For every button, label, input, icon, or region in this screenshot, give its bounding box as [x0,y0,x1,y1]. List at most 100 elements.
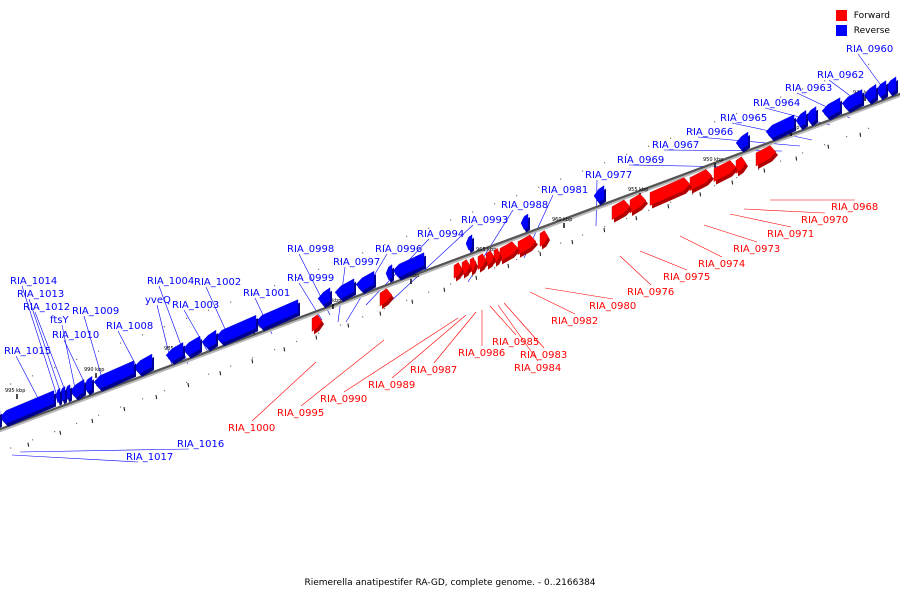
reverse-gene-label[interactable]: RIA_1010 [52,330,99,341]
gene-ria-1004[interactable] [182,335,201,356]
forward-gene-label[interactable]: RIA_0995 [277,408,324,419]
gene-ria-0964[interactable] [841,89,863,111]
gene-ria-0965[interactable] [821,97,841,118]
gene-ria-0967[interactable] [795,110,807,128]
forward-gene-label[interactable]: RIA_0990 [320,394,367,405]
forward-gene-label[interactable]: RIA_1000 [228,423,275,434]
outer-guide-dot [252,293,254,295]
reverse-gene-label[interactable]: RIA_0969 [617,155,664,166]
reverse-gene-label[interactable]: RIA_0967 [652,140,699,151]
forward-gene-label[interactable]: RIA_0970 [801,215,848,226]
gene-ria-1008[interactable] [133,353,153,374]
reverse-gene-label[interactable]: ftsY [50,315,69,326]
forward-gene-label[interactable]: RIA_0989 [368,380,415,391]
minor-tick [699,192,702,197]
gene-ria-0980[interactable] [539,230,549,247]
reverse-gene-label[interactable]: RIA_0997 [333,257,380,268]
gene-ria-1009[interactable] [93,360,135,389]
forward-gene-label[interactable]: RIA_0986 [458,348,505,359]
gene-ria-0995[interactable] [379,288,393,307]
forward-gene-label[interactable]: RIA_0973 [733,244,780,255]
gene-ria-1001[interactable] [255,299,299,329]
gene-ria-0977[interactable] [735,131,749,150]
reverse-gene-label[interactable]: RIA_0962 [817,70,864,81]
forward-swatch [835,10,847,21]
reverse-gene-label[interactable]: RIA_1016 [177,439,224,450]
forward-gene-label[interactable]: RIA_0976 [627,287,674,298]
gene-ftsy[interactable] [69,378,85,398]
forward-gene-label[interactable]: RIA_0982 [551,316,598,327]
reverse-gene-label[interactable]: RIA_1014 [10,276,57,287]
reverse-gene-label[interactable]: RIA_0981 [541,185,588,196]
reverse-gene-label[interactable]: RIA_1002 [194,277,241,288]
reverse-gene-label[interactable]: RIA_1015 [4,346,51,357]
forward-gene-label[interactable]: RIA_0985 [492,337,539,348]
inner-guide-dot [824,144,826,146]
gene-ria-0968[interactable] [755,145,777,167]
reverse-gene-label[interactable]: RIA_1017 [126,452,173,463]
gene-ria-0962[interactable] [875,80,887,98]
inner-guide-dot [76,422,78,425]
gene-ria-1002[interactable] [215,314,257,344]
gene-ria-0988[interactable] [520,213,529,230]
gene-ria-0990[interactable] [453,262,463,279]
gene-ria-0999[interactable] [317,287,331,306]
gene-ria-0996[interactable] [385,264,393,281]
reverse-gene-label[interactable]: RIA_0977 [585,170,632,181]
forward-gene-label[interactable]: RIA_0987 [410,365,457,376]
outer-guide-dot [76,358,78,361]
reverse-gene-label[interactable]: RIA_0988 [501,200,548,211]
reverse-gene-label[interactable]: RIA_0960 [846,44,893,55]
reverse-gene-label[interactable]: RIA_1013 [17,289,64,300]
forward-gene-label[interactable]: RIA_0980 [589,301,636,312]
reverse-gene-label[interactable]: RIA_1001 [243,288,290,299]
gene-ria-0993[interactable] [465,234,473,251]
gene-ria-1003[interactable] [201,329,217,349]
gene-ria-1000[interactable] [311,314,323,332]
reverse-gene-label[interactable]: RIA_0965 [720,113,767,124]
reverse-gene-label[interactable]: RIA_1009 [72,306,119,317]
reverse-gene-label[interactable]: RIA_0963 [785,83,832,94]
reverse-gene-label[interactable]: RIA_1004 [147,276,194,287]
gene-ria-0981[interactable] [593,185,605,203]
gene-ria-0966[interactable] [805,106,817,124]
forward-gene-label[interactable]: RIA_0971 [767,229,814,240]
forward-gene-label[interactable]: RIA_0974 [698,259,745,270]
reverse-gene-label[interactable]: RIA_0998 [287,244,334,255]
reverse-gene-label[interactable]: RIA_0996 [375,244,422,255]
forward-gene-label[interactable]: RIA_0984 [514,363,561,374]
gene-ria-0976[interactable] [611,199,631,220]
minor-tick [411,299,414,304]
reverse-gene-label[interactable]: RIA_0999 [287,273,334,284]
gene-ria-0974[interactable] [649,177,691,206]
inner-guide-dot [164,390,166,392]
leader-line [529,291,576,315]
gene-ria-1014[interactable] [55,387,61,404]
inner-guide-dot [208,373,210,375]
forward-gene-label[interactable]: RIA_0983 [520,350,567,361]
reverse-gene-label[interactable]: RIA_1012 [23,302,70,313]
minor-tick [635,216,638,221]
reverse-gene-label[interactable]: yveQ [145,295,171,306]
gene-ria-0986[interactable] [477,253,487,270]
reverse-gene-label[interactable]: RIA_0994 [417,229,464,240]
gene-ria-1015[interactable] [0,390,55,424]
gene-ria-0969[interactable] [765,114,795,139]
gene-yveq[interactable] [165,342,184,363]
gene-ria-0960[interactable] [885,76,897,94]
reverse-gene-label[interactable]: RIA_0993 [461,215,508,226]
reverse-gene-label[interactable]: RIA_0966 [686,127,733,138]
forward-gene-label[interactable]: RIA_0968 [831,202,878,213]
legend-label-reverse: Reverse [853,25,890,36]
gene-ria-0971[interactable] [713,160,737,182]
leader-line [34,311,67,394]
gene-ria-0997[interactable] [355,270,375,292]
reverse-gene-label[interactable]: RIA_1008 [106,321,153,332]
gene-ria-0994[interactable] [392,252,425,278]
gene-ria-0998[interactable] [334,278,355,300]
reverse-gene-label[interactable]: RIA_0964 [753,98,800,109]
forward-gene-label[interactable]: RIA_0975 [663,272,710,283]
reverse-gene-label[interactable]: RIA_1003 [172,300,219,311]
gene-ria-0963[interactable] [863,83,877,103]
inner-guide-dot [98,414,100,416]
